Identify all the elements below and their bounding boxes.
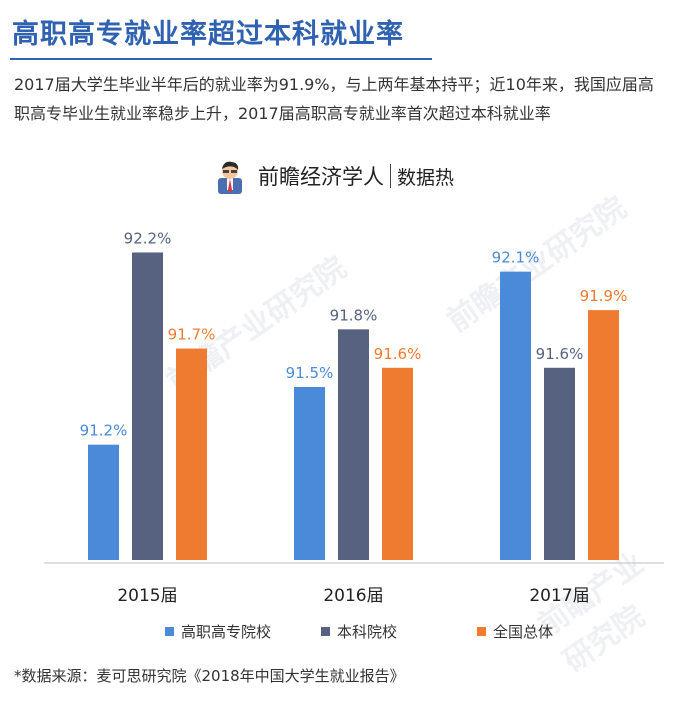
- bar-3-1: [176, 348, 207, 560]
- bar-3-2: [382, 367, 413, 560]
- x-tick-label: 2017届: [529, 586, 589, 606]
- brand-name: 前瞻经济学人: [258, 165, 384, 189]
- bar-1-3: [500, 271, 531, 560]
- data-label: 91.7%: [168, 326, 216, 344]
- x-tick-label: 2015届: [117, 586, 177, 606]
- bar-2-1: [132, 252, 163, 560]
- description: 2017届大学生毕业半年后的就业率为91.9%，与上两年基本持平；近10年来，我…: [14, 75, 654, 123]
- data-label: 91.9%: [580, 287, 628, 305]
- bar-3-3: [588, 310, 619, 560]
- legend-swatch: [321, 627, 330, 636]
- source-note: *数据来源：麦可思研究院《2018年中国大学生就业报告》: [14, 667, 405, 685]
- bar-1-1: [88, 444, 119, 560]
- brand-separator: [390, 164, 391, 188]
- legend-swatch: [477, 627, 486, 636]
- data-label: 91.6%: [536, 345, 584, 363]
- page-title: 高职高专就业率超过本科就业率: [12, 19, 404, 50]
- title-underline: [10, 58, 432, 60]
- x-tick-label: 2016届: [323, 586, 383, 606]
- data-label: 91.8%: [330, 306, 378, 324]
- data-label: 92.1%: [492, 249, 540, 267]
- data-label: 91.6%: [374, 345, 422, 363]
- legend-label: 高职高专院校: [181, 623, 271, 641]
- brand-banner: 前瞻经济学人 数据热: [212, 158, 454, 194]
- data-label: 92.2%: [124, 229, 172, 247]
- economist-avatar-icon: [218, 161, 242, 194]
- legend-label: 全国总体: [493, 623, 553, 641]
- legend-swatch: [165, 627, 174, 636]
- legend-label: 本科院校: [337, 623, 397, 641]
- bar-2-2: [338, 329, 369, 560]
- data-label: 91.2%: [80, 422, 128, 440]
- brand-subtitle: 数据热: [397, 166, 455, 189]
- data-label: 91.5%: [286, 364, 334, 382]
- bar-1-2: [294, 387, 325, 560]
- bar-2-3: [544, 367, 575, 560]
